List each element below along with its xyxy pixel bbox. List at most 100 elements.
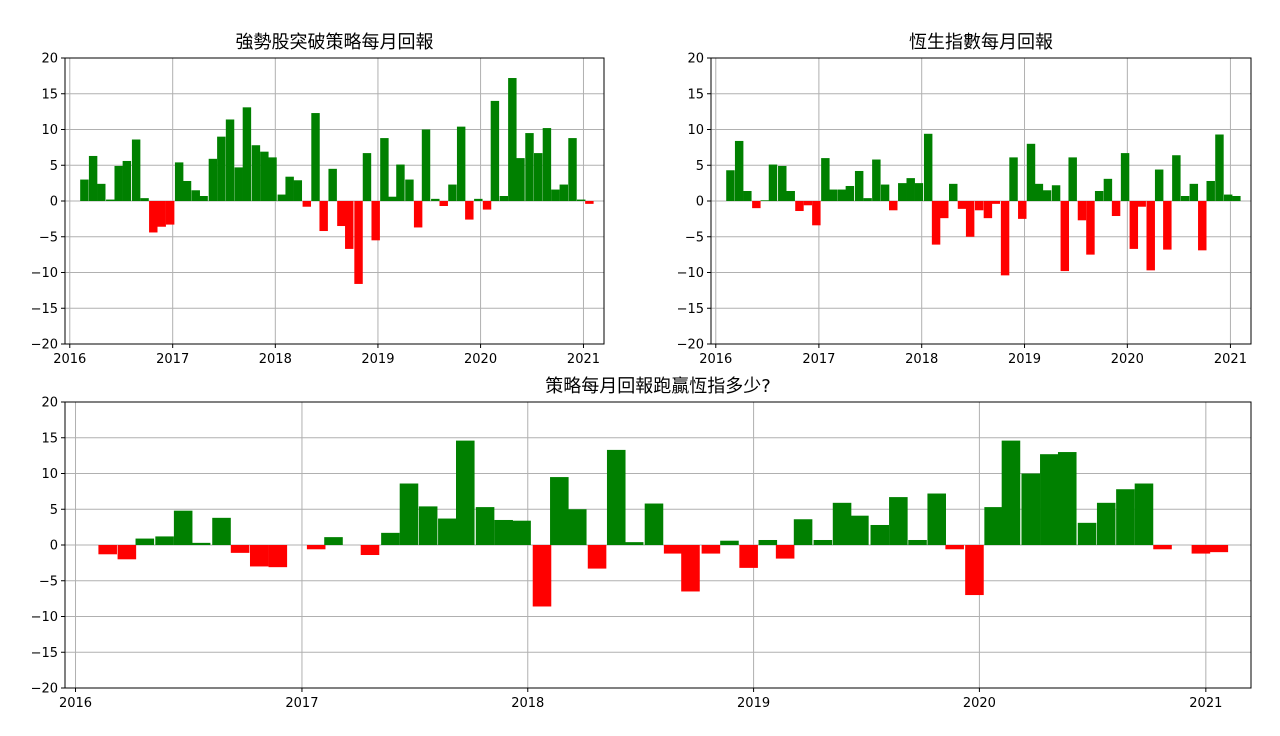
bar <box>371 201 380 241</box>
bar <box>559 184 569 201</box>
bar <box>212 517 231 545</box>
bar <box>1077 522 1097 545</box>
bar <box>191 542 211 545</box>
bar <box>587 545 607 569</box>
bar <box>242 107 252 201</box>
bar <box>726 170 735 201</box>
bar <box>413 201 423 228</box>
bar <box>114 165 123 201</box>
bar <box>644 503 664 545</box>
y-tick-label: 0 <box>50 195 58 210</box>
y-tick-label: 5 <box>50 159 58 174</box>
bar <box>965 201 975 237</box>
y-tick-label: 20 <box>41 52 58 67</box>
x-tick-label: 2016 <box>59 696 92 711</box>
y-tick-label: 15 <box>687 87 704 102</box>
bar <box>285 176 294 201</box>
strategy-monthly-return-chart: −20 −15 −10 −5 0 5 10 15 20 2016 2017 2018 2019 2020 2… <box>31 32 605 367</box>
bar <box>1116 489 1135 545</box>
bar <box>793 519 813 545</box>
x-tick-label: 2018 <box>259 352 292 367</box>
bar <box>945 545 964 550</box>
x-tick-label: 2017 <box>156 352 189 367</box>
bar <box>701 545 721 554</box>
y-tick-label: 20 <box>41 396 58 411</box>
y-tick-label: 10 <box>41 467 58 482</box>
y-tick-label: 10 <box>41 123 58 138</box>
bar <box>438 518 457 545</box>
y-tick-label: −20 <box>677 338 704 353</box>
bar <box>984 507 1003 545</box>
y-tick-label: 0 <box>50 539 58 554</box>
bar <box>1026 143 1036 201</box>
bar <box>360 545 380 556</box>
bar <box>421 129 431 201</box>
x-tick-label: 2018 <box>511 696 544 711</box>
bar <box>681 545 700 592</box>
x-tick-label: 2018 <box>905 352 938 367</box>
bar <box>908 539 927 545</box>
bar <box>812 201 821 226</box>
x-tick-label: 2019 <box>361 352 394 367</box>
y-tick-label: −5 <box>39 230 58 245</box>
y-tick-label: −5 <box>39 574 58 589</box>
bar <box>396 164 405 201</box>
bar <box>898 183 907 201</box>
bar <box>568 138 577 201</box>
bar <box>345 201 354 249</box>
bar <box>475 507 495 545</box>
bar <box>663 545 683 554</box>
bar <box>1057 452 1077 545</box>
bar <box>585 201 594 204</box>
bar <box>512 520 531 545</box>
bar <box>1096 502 1116 545</box>
bar <box>277 194 286 201</box>
bar <box>1223 194 1233 201</box>
y-tick-label: 5 <box>696 159 704 174</box>
bar <box>567 509 587 545</box>
bar <box>533 153 543 201</box>
bar <box>260 151 269 201</box>
bar <box>1191 545 1211 554</box>
bar <box>532 545 552 607</box>
bar <box>1198 201 1207 251</box>
bar <box>957 201 967 209</box>
bar <box>249 545 269 567</box>
bar <box>1068 157 1077 201</box>
bar <box>173 510 193 545</box>
bar <box>268 157 277 201</box>
bar <box>380 138 389 201</box>
bar <box>1146 201 1155 271</box>
bar <box>1094 190 1104 201</box>
bar <box>872 159 881 201</box>
bar <box>311 113 320 201</box>
bar <box>199 195 208 201</box>
bar <box>302 201 312 207</box>
chart-title: 策略每月回報跑贏恆指多少? <box>545 376 771 397</box>
bar <box>1018 201 1027 219</box>
bar <box>927 493 946 545</box>
bar <box>208 158 218 201</box>
bar <box>1042 190 1052 201</box>
bar <box>490 100 500 201</box>
bar <box>165 201 175 225</box>
bar <box>381 532 400 545</box>
bar <box>217 136 226 201</box>
bar <box>720 540 739 545</box>
bar <box>1172 155 1181 201</box>
bar <box>606 449 626 545</box>
bar <box>778 165 787 201</box>
bar <box>516 158 525 201</box>
bar <box>1051 185 1061 201</box>
bar <box>191 190 200 201</box>
bar <box>234 167 243 201</box>
bar <box>88 155 98 201</box>
y-tick-label: −10 <box>677 266 704 281</box>
chart-title: 強勢股突破策略每月回報 <box>236 32 434 53</box>
bar <box>324 537 343 545</box>
bar <box>880 184 890 201</box>
bar <box>399 483 419 545</box>
bar <box>98 545 117 555</box>
bar <box>1129 201 1139 249</box>
bar <box>405 179 414 201</box>
